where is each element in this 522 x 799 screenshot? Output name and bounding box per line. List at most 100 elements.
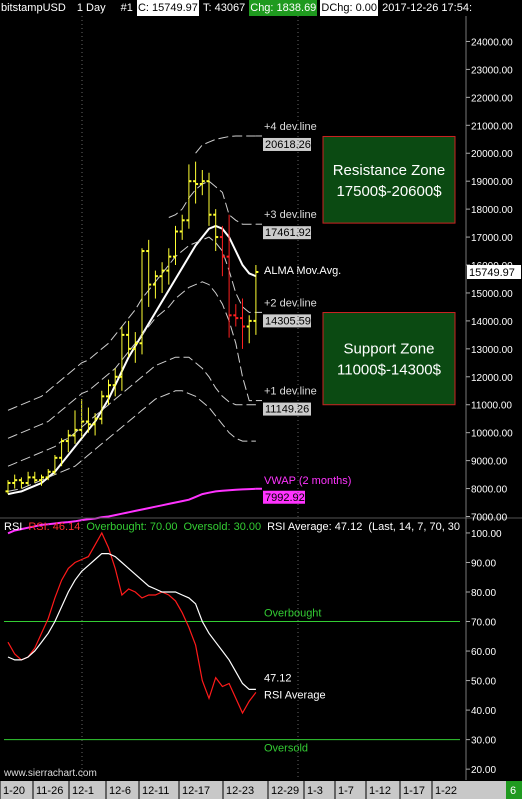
- change-value: Chg: 1838.69: [249, 0, 318, 16]
- x-tick-label: 12-23: [226, 785, 254, 797]
- dev-line-value: 11149.26: [265, 404, 309, 416]
- rsi-pane[interactable]: Overbought Oversold 47.12 RSI Average: [4, 531, 460, 755]
- ohlc-bar[interactable]: [85, 407, 91, 433]
- series-alma-mov-avg[interactable]: [7, 224, 257, 496]
- y-tick-label: 18000.00: [471, 205, 513, 216]
- zone-box[interactable]: [322, 135, 456, 224]
- y-tick-label: 19000.00: [471, 177, 513, 188]
- ohlc-bar[interactable]: [159, 262, 165, 293]
- x-tick-label: 1-22: [435, 785, 457, 797]
- dev-line-name: +1 dev.line: [264, 386, 317, 398]
- x-tick-label: 1-3: [307, 785, 323, 797]
- rsi-average-name: RSI Average: [264, 689, 326, 701]
- alma-label: ALMA Mov.Avg.: [264, 265, 341, 277]
- ohlc-bar[interactable]: [199, 170, 205, 196]
- rsi-y-tick-label: 40.00: [471, 706, 496, 717]
- vwap-name: VWAP (2 months): [264, 475, 351, 487]
- x-tick-label: 11-26: [36, 785, 63, 797]
- vwap-value: 7992.92: [265, 492, 305, 504]
- series-dev-line-2[interactable]: [7, 390, 256, 492]
- ohlc-bar[interactable]: [5, 480, 11, 495]
- ohlc-bar[interactable]: [112, 368, 118, 397]
- dev-line-value: 14305.59: [265, 315, 311, 327]
- ohlc-bar[interactable]: [219, 225, 225, 277]
- watermark: www.sierrachart.com: [3, 768, 97, 779]
- zone-range: 17500$-20600$: [336, 183, 442, 200]
- ohlc-bar[interactable]: [193, 161, 199, 204]
- y-tick-label: 8000.00: [471, 485, 508, 496]
- rsi-y-tick-label: 90.00: [471, 558, 496, 569]
- ohlc-bar[interactable]: [152, 270, 158, 299]
- ohlc-bar[interactable]: [25, 471, 31, 486]
- ohlc-bar[interactable]: [106, 379, 111, 405]
- ohlc-bar[interactable]: [186, 164, 192, 229]
- y-tick-label: 13000.00: [471, 345, 513, 356]
- rsi-average-line[interactable]: [7, 553, 256, 690]
- rsi-line[interactable]: [7, 531, 257, 715]
- price-pane[interactable]: Resistance Zone 17500$-20600$ Support Zone…: [5, 121, 456, 535]
- ohlc-bar[interactable]: [206, 172, 212, 226]
- last-price-label: 15749.97: [469, 267, 515, 279]
- zone-box[interactable]: [322, 312, 456, 406]
- ohlc-bar[interactable]: [45, 468, 51, 481]
- ohlc-bar[interactable]: [226, 214, 232, 338]
- ohlc-bar[interactable]: [139, 248, 145, 355]
- y-tick-label: 10000.00: [471, 429, 513, 440]
- ohlc-bar[interactable]: [59, 438, 65, 467]
- rsi-y-tick-label: 50.00: [471, 677, 496, 688]
- ohlc-bar[interactable]: [65, 429, 71, 453]
- series-4-dev-line[interactable]: [195, 135, 256, 154]
- rsi-y-tick-label: 60.00: [471, 647, 496, 658]
- series-1-dev-line[interactable]: [7, 281, 256, 439]
- dev-line-name: +3 dev.line: [264, 209, 317, 221]
- ohlc-bar[interactable]: [126, 320, 132, 358]
- x-tick-label: 12-1: [72, 785, 94, 797]
- y-tick-label: 9000.00: [471, 457, 508, 468]
- ohlc-bar[interactable]: [146, 239, 152, 307]
- x-tick-label: 12-29: [271, 785, 299, 797]
- y-tick-label: 20000.00: [471, 149, 513, 160]
- ohlc-bar[interactable]: [92, 413, 98, 436]
- level-label-oversold: Oversold: [264, 743, 308, 755]
- rsi-y-tick-label: 30.00: [471, 736, 496, 747]
- level-label-overbought: Overbought: [264, 608, 321, 620]
- daily-change-value: DChg: 0.00: [320, 0, 379, 16]
- close-value: C: 15749.97: [136, 0, 199, 16]
- x-tick-label: 12-11: [142, 785, 169, 797]
- page-badge: 6: [510, 785, 516, 797]
- x-tick-label: 1-17: [403, 785, 425, 797]
- ohlc-bar[interactable]: [233, 304, 239, 327]
- ohlc-bar[interactable]: [32, 471, 38, 483]
- series-vwap-2-months[interactable]: [7, 487, 256, 535]
- ohlc-bar[interactable]: [52, 455, 58, 475]
- dev-line-value: 20618.26: [265, 139, 311, 151]
- ohlc-bar[interactable]: [12, 474, 18, 489]
- series-dev-line-1[interactable]: [7, 356, 256, 467]
- ohlc-bar[interactable]: [72, 410, 78, 444]
- page-badge-box[interactable]: [506, 781, 522, 799]
- ohlc-bar[interactable]: [213, 209, 219, 252]
- ohlc-bar[interactable]: [240, 298, 245, 349]
- ohlc-bar[interactable]: [119, 326, 125, 391]
- ohlc-bar[interactable]: [132, 332, 138, 363]
- ohlc-bar[interactable]: [246, 315, 252, 344]
- series-3-dev-line[interactable]: [168, 180, 256, 225]
- ohlc-bar[interactable]: [79, 399, 85, 439]
- oversold-value: Oversold: 30.00: [183, 521, 262, 533]
- ohlc-bar[interactable]: [179, 214, 185, 240]
- x-axis: 1-20 11-26 12-1 12-6 12-11 12-17 12-23 12-29 1-3…: [0, 781, 522, 799]
- support-zone[interactable]: Support Zone 11000$-14300$: [322, 312, 456, 406]
- ohlc-bar[interactable]: [166, 248, 172, 285]
- series-2-dev-line[interactable]: [7, 236, 256, 411]
- y-tick-label: 17000.00: [471, 233, 513, 244]
- ohlc-bar[interactable]: [18, 477, 24, 489]
- ohlc-bar[interactable]: [39, 474, 44, 486]
- ohlc-bar[interactable]: [173, 225, 178, 266]
- x-tick-label: 1-12: [369, 785, 391, 797]
- resistance-zone[interactable]: Resistance Zone 17500$-20600$: [322, 135, 456, 224]
- ohlc-bar[interactable]: [99, 390, 105, 425]
- ohlc-bar[interactable]: [253, 265, 259, 335]
- rsi-name: RSI: [4, 521, 23, 533]
- datetime-label: 2017-12-26 17:54:: [382, 2, 473, 14]
